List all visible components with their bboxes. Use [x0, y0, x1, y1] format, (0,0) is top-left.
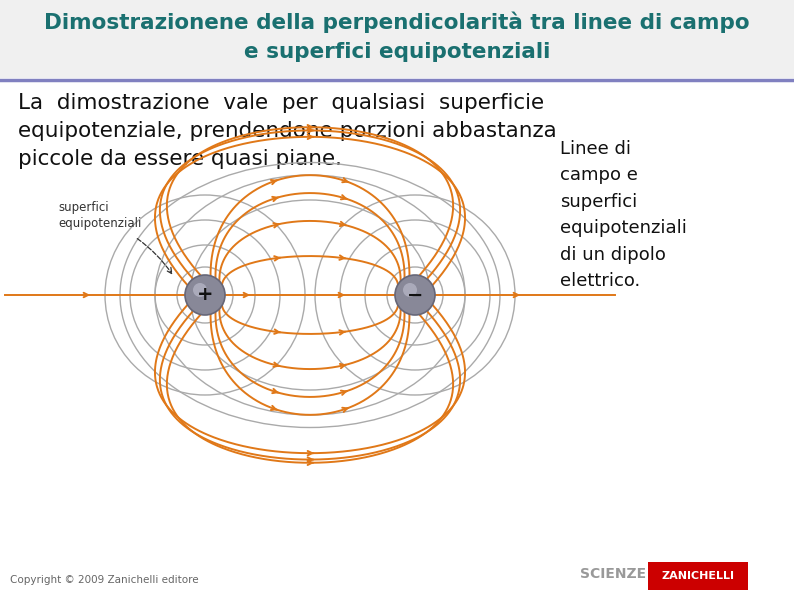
- Text: Linee di
campo e
superfici
equipotenziali
di un dipolo
elettrico.: Linee di campo e superfici equipotenzial…: [560, 140, 687, 290]
- Text: −: −: [407, 286, 423, 305]
- Circle shape: [395, 275, 435, 315]
- Text: SCIENZE: SCIENZE: [580, 567, 646, 581]
- Text: Dimostrazionene della perpendicolarità tra linee di campo: Dimostrazionene della perpendicolarità t…: [44, 11, 750, 33]
- Text: equipotenziale, prendendone porzioni abbastanza: equipotenziale, prendendone porzioni abb…: [18, 121, 557, 141]
- Text: Copyright © 2009 Zanichelli editore: Copyright © 2009 Zanichelli editore: [10, 575, 198, 585]
- Circle shape: [403, 283, 417, 297]
- Circle shape: [185, 275, 225, 315]
- Circle shape: [193, 283, 207, 297]
- Bar: [0, 0, 794, 78]
- Text: piccole da essere quasi piane.: piccole da essere quasi piane.: [18, 149, 342, 169]
- Bar: [648, 562, 748, 590]
- Text: e superfici equipotenziali: e superfici equipotenziali: [244, 42, 550, 62]
- Text: La  dimostrazione  vale  per  qualsiasi  superficie: La dimostrazione vale per qualsiasi supe…: [18, 93, 544, 113]
- Text: ZANICHELLI: ZANICHELLI: [661, 571, 734, 581]
- Text: +: +: [197, 286, 214, 305]
- Text: superfici
equipotenziali: superfici equipotenziali: [58, 201, 141, 230]
